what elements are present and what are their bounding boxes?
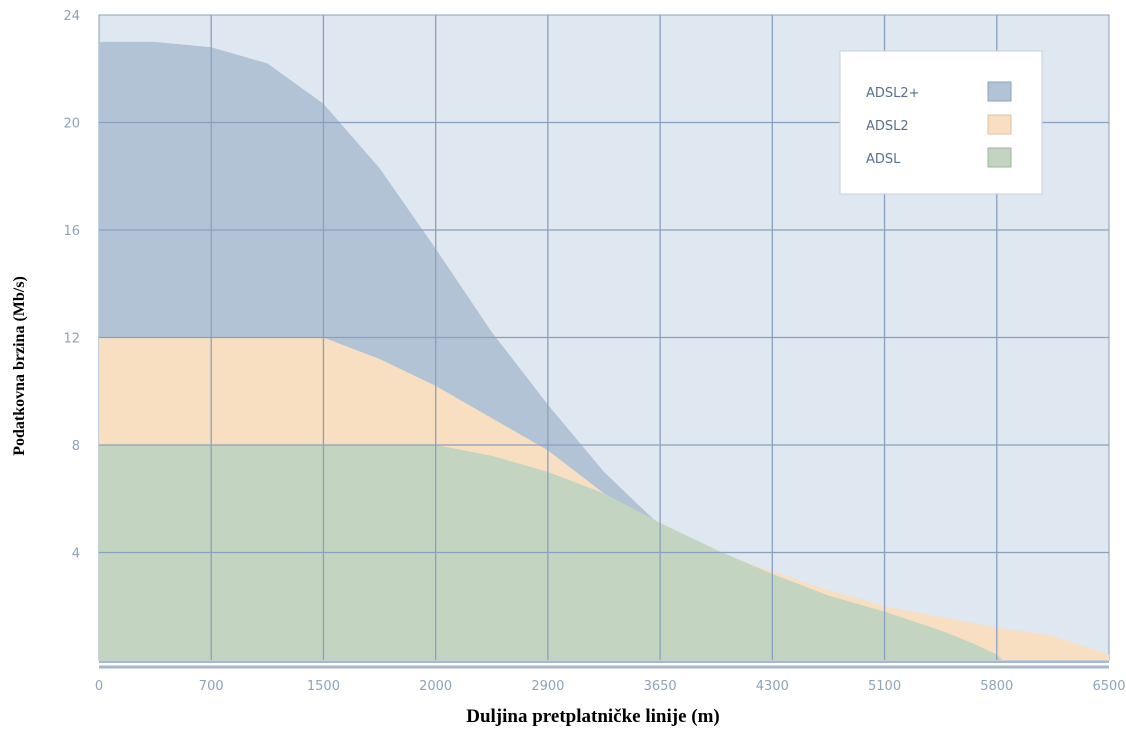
x-tick-label: 0 xyxy=(95,679,103,694)
x-tick-label: 3650 xyxy=(644,679,677,694)
tick-layer: 0 700 1500 2000 2900 3650 4300 5100 5800 6500 4 8 12… xyxy=(63,9,1125,694)
y-axis-title: Podatkovna brzina (Mb/s) xyxy=(11,276,28,456)
legend-swatch-adsl2 xyxy=(987,114,1012,135)
y-tick-label: 20 xyxy=(63,117,80,132)
legend-label-adsl: ADSL xyxy=(866,152,901,167)
grid-layer xyxy=(99,15,1109,660)
legend-swatch-adsl2plus xyxy=(987,81,1012,102)
legend: ADSL2+ ADSL2 ADSL xyxy=(839,50,1043,195)
y-tick-label: 24 xyxy=(63,9,80,24)
x-tick-label: 2000 xyxy=(419,679,452,694)
y-tick-label: 4 xyxy=(72,547,80,562)
x-tick-label: 5800 xyxy=(980,679,1013,694)
y-tick-label: 8 xyxy=(72,439,80,454)
y-tick-label: 12 xyxy=(63,332,80,347)
x-tick-label: 5100 xyxy=(868,679,901,694)
x-axis-title: Duljina pretplatničke linije (m) xyxy=(466,706,720,727)
legend-label-adsl2plus: ADSL2+ xyxy=(866,86,920,101)
y-tick-label: 16 xyxy=(63,224,80,239)
x-tick-label: 2900 xyxy=(531,679,564,694)
x-tick-label: 6500 xyxy=(1092,679,1125,694)
x-tick-label: 1500 xyxy=(307,679,340,694)
x-tick-label: 700 xyxy=(199,679,224,694)
x-tick-label: 4300 xyxy=(756,679,789,694)
legend-swatch-adsl xyxy=(987,147,1012,168)
axis-layer xyxy=(99,661,1109,669)
legend-label-adsl2: ADSL2 xyxy=(866,119,909,134)
